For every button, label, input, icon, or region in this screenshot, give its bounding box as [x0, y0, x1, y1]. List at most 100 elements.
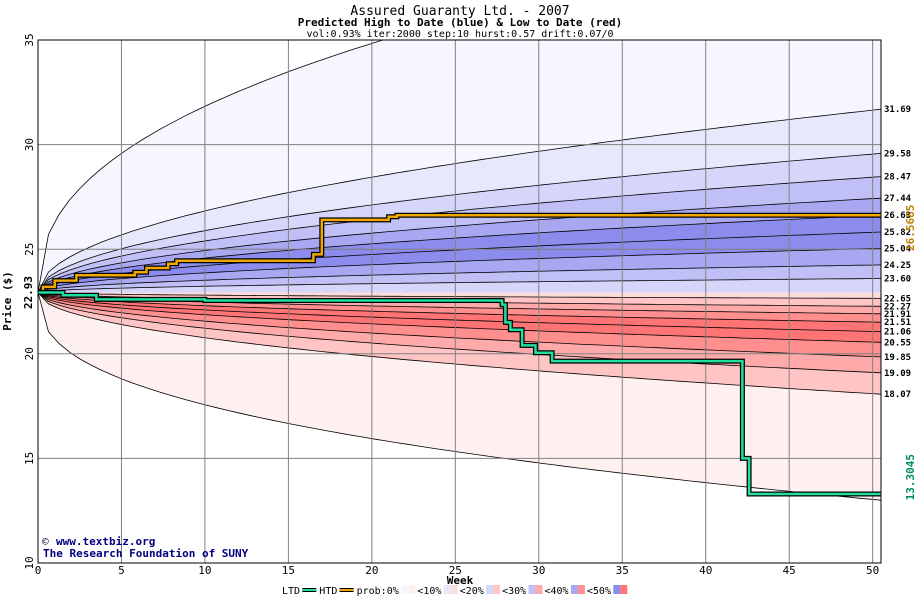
y-tick-label: 30	[23, 138, 36, 151]
legend-swatch-blue	[613, 585, 621, 594]
percentile-curve	[38, 292, 881, 332]
percentile-curve	[38, 278, 881, 293]
probability-band-high	[38, 153, 881, 293]
legend-swatch-red	[577, 585, 585, 594]
probability-band-high	[38, 176, 881, 293]
legend-swatch-red	[535, 585, 543, 594]
percentile-end-label: 31.69	[884, 105, 911, 115]
percentile-end-label: 27.44	[884, 194, 912, 204]
series-layer	[38, 212, 881, 497]
percentile-curve	[38, 292, 881, 323]
probability-band-high	[38, 278, 881, 293]
probability-band-high	[38, 248, 881, 293]
percentile-end-label: 20.55	[884, 338, 911, 348]
probability-band-low	[38, 292, 881, 299]
ltd-final-value-label: 13.3045	[904, 454, 917, 500]
legend-swatch-blue	[528, 585, 536, 594]
bands-layer	[38, 40, 881, 501]
percentile-end-label: 22.27	[884, 302, 911, 312]
y-tick-label: 25	[23, 243, 36, 256]
percentile-curve	[38, 248, 881, 293]
credit-text: The Research Foundation of SUNY	[43, 547, 249, 560]
legend-label-ltd: LTD	[282, 586, 300, 597]
x-tick-label: 50	[866, 564, 879, 577]
probability-band-low	[38, 292, 881, 314]
percentile-end-label: 25.82	[884, 228, 911, 238]
watermark-text: www.textbiz.org	[56, 535, 155, 548]
legend-label-htd: HTD	[319, 586, 337, 597]
percentile-end-label: 22.65	[884, 294, 911, 304]
percentile-curve	[38, 176, 881, 293]
x-axis-label: Week	[447, 574, 474, 587]
probability-band-high	[38, 215, 881, 293]
start-price-label: 22.93	[22, 276, 35, 309]
probability-band-high	[38, 40, 881, 293]
series-line-htd	[38, 214, 881, 294]
legend-label-prob0: prob:0%	[357, 586, 399, 597]
axes-layer: 0 5 10 15 20 25 30 35 40 45 50 10 15 20 25 30 35	[23, 33, 879, 577]
percentile-end-label: 21.91	[884, 310, 911, 320]
x-tick-label: 5	[118, 564, 125, 577]
percentile-curve	[38, 108, 881, 293]
percentile-end-label: 25.04	[884, 244, 912, 254]
percentile-curve	[38, 231, 881, 293]
percentile-curve	[38, 197, 881, 293]
right-labels: 31.69 29.58 28.47 27.44 26.63 25.82 25.04 24.25…	[884, 105, 912, 400]
percentile-end-label: 23.60	[884, 274, 911, 284]
legend-label-prob: <50%	[587, 586, 611, 597]
title-group: Assured Guaranty Ltd. - 2007 Predicted H…	[298, 4, 623, 40]
percentile-end-label: 26.63	[884, 211, 911, 221]
plot-frame	[37, 39, 882, 564]
percentile-curve	[38, 292, 881, 501]
x-tick-label: 35	[616, 564, 629, 577]
htd-final-value-label: 26.5685	[904, 205, 917, 251]
percentile-end-label: 29.58	[884, 149, 911, 159]
y-axis-label: Price ($)	[1, 271, 14, 331]
y-tick-label: 15	[23, 452, 36, 465]
chart-title: Assured Guaranty Ltd. - 2007	[350, 4, 569, 19]
probability-band-low	[38, 292, 881, 332]
probability-band-low	[38, 292, 881, 501]
percentile-curve	[38, 292, 881, 299]
probability-band-high	[38, 232, 881, 293]
x-tick-label: 0	[35, 564, 42, 577]
percentile-end-label: 19.09	[884, 369, 911, 379]
x-tick-label: 25	[449, 564, 462, 577]
probability-band-high	[38, 109, 881, 293]
x-tick-label: 45	[783, 564, 796, 577]
percentile-curve	[38, 292, 881, 358]
probability-band-low	[38, 292, 881, 373]
series-line-ltd	[38, 291, 881, 496]
percentile-curve	[38, 153, 881, 293]
x-tick-label: 15	[282, 564, 295, 577]
legend-swatch-red	[450, 585, 458, 594]
y-tick-label: 20	[23, 347, 36, 360]
x-tick-label: 10	[198, 564, 211, 577]
chart-params: vol:0.93% iter:2000 step:10 hurst:0.57 d…	[306, 29, 613, 40]
legend-label-prob: <30%	[502, 586, 526, 597]
probability-band-high	[38, 198, 881, 293]
probability-band-low	[38, 292, 881, 395]
y-tick-label: 10	[23, 556, 36, 569]
probability-band-high	[38, 264, 881, 293]
legend-swatch-blue	[486, 585, 494, 594]
chart-subtitle: Predicted High to Date (blue) & Low to D…	[298, 16, 623, 29]
legend-swatch-red	[408, 585, 416, 594]
percentile-end-label: 28.47	[884, 173, 911, 183]
percentile-end-label: 18.07	[884, 390, 911, 400]
legend-swatch-red	[493, 585, 501, 594]
percentile-curve	[38, 292, 881, 343]
watermark-copyright-icon: ©	[42, 535, 49, 548]
legend-label-prob: <10%	[417, 586, 441, 597]
legend-swatch-blue	[570, 585, 578, 594]
legend-swatch-red	[620, 585, 628, 594]
probability-band-low	[38, 292, 881, 357]
legend-label-prob: <40%	[545, 586, 569, 597]
legend-swatch-blue	[443, 585, 451, 594]
x-tick-label: 40	[699, 564, 712, 577]
y-tick-label: 35	[23, 33, 36, 46]
probability-band-low	[38, 292, 881, 343]
legend: LTD HTD prob:0% <10% <20% <30% <40% <50%	[282, 585, 628, 597]
percentile-end-label: 24.25	[884, 261, 911, 271]
